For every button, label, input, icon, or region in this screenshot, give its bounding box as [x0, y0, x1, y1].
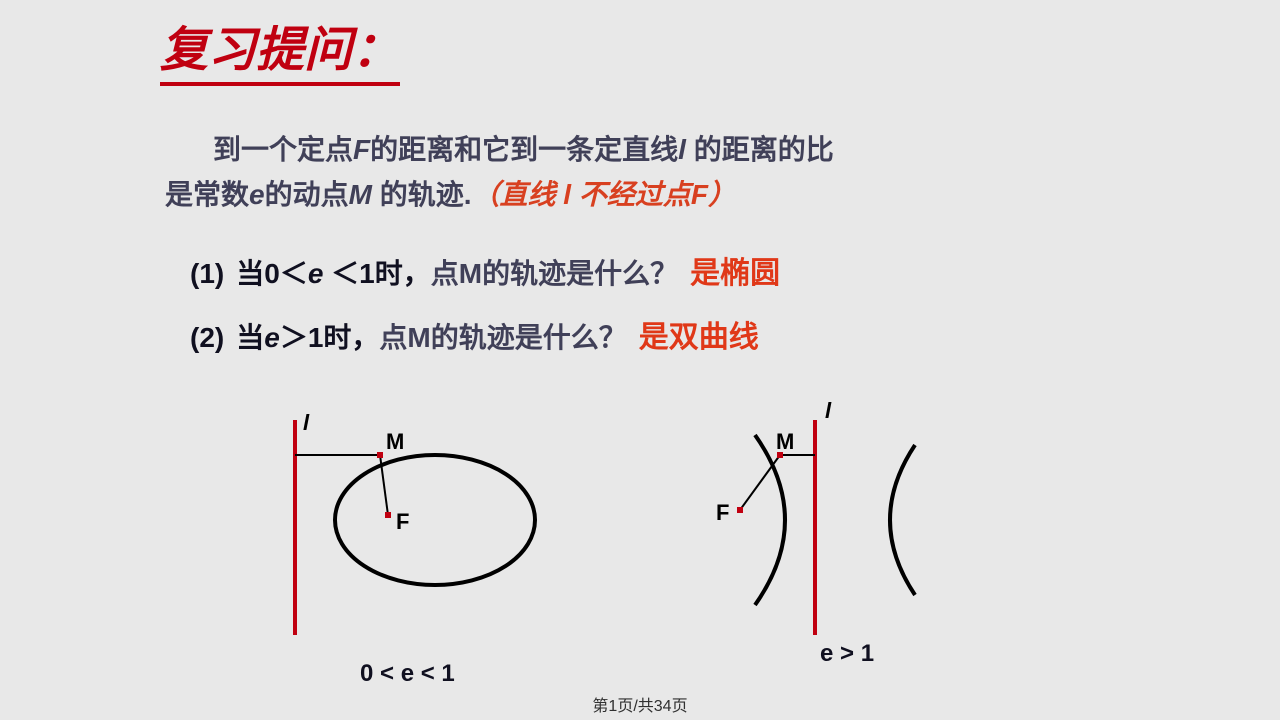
hyperbola-diagram: l M F: [680, 400, 960, 650]
svg-text:l: l: [825, 400, 832, 423]
svg-text:M: M: [776, 429, 794, 454]
ellipse-caption: 0 < e < 1: [360, 660, 455, 688]
ellipse-diagram: l M F: [280, 400, 560, 650]
page-footer: 第1页/共34页: [0, 692, 1280, 716]
svg-text:M: M: [386, 429, 404, 454]
page-title: 复习提问：: [160, 10, 400, 86]
answer-1: 是椭圆: [690, 248, 780, 292]
diagram-area: l M F 0 < e < 1 l M F e > 1: [280, 400, 940, 680]
svg-text:F: F: [716, 500, 729, 525]
svg-text:l: l: [303, 410, 310, 435]
hyperbola-caption: e > 1: [820, 640, 874, 668]
svg-text:F: F: [396, 509, 409, 534]
intro-text-rendered: 到一个定点F的距离和它到一条定直线l 的距离的比 是常数e的动点M 的轨迹.（直…: [165, 128, 1115, 218]
answer-2: 是双曲线: [639, 312, 759, 356]
question-1: (1) 当0＜e ＜1时，点M的轨迹是什么？ 是椭圆: [190, 248, 780, 292]
question-2: (2) 当e＞1时，点M的轨迹是什么？ 是双曲线: [190, 312, 759, 356]
